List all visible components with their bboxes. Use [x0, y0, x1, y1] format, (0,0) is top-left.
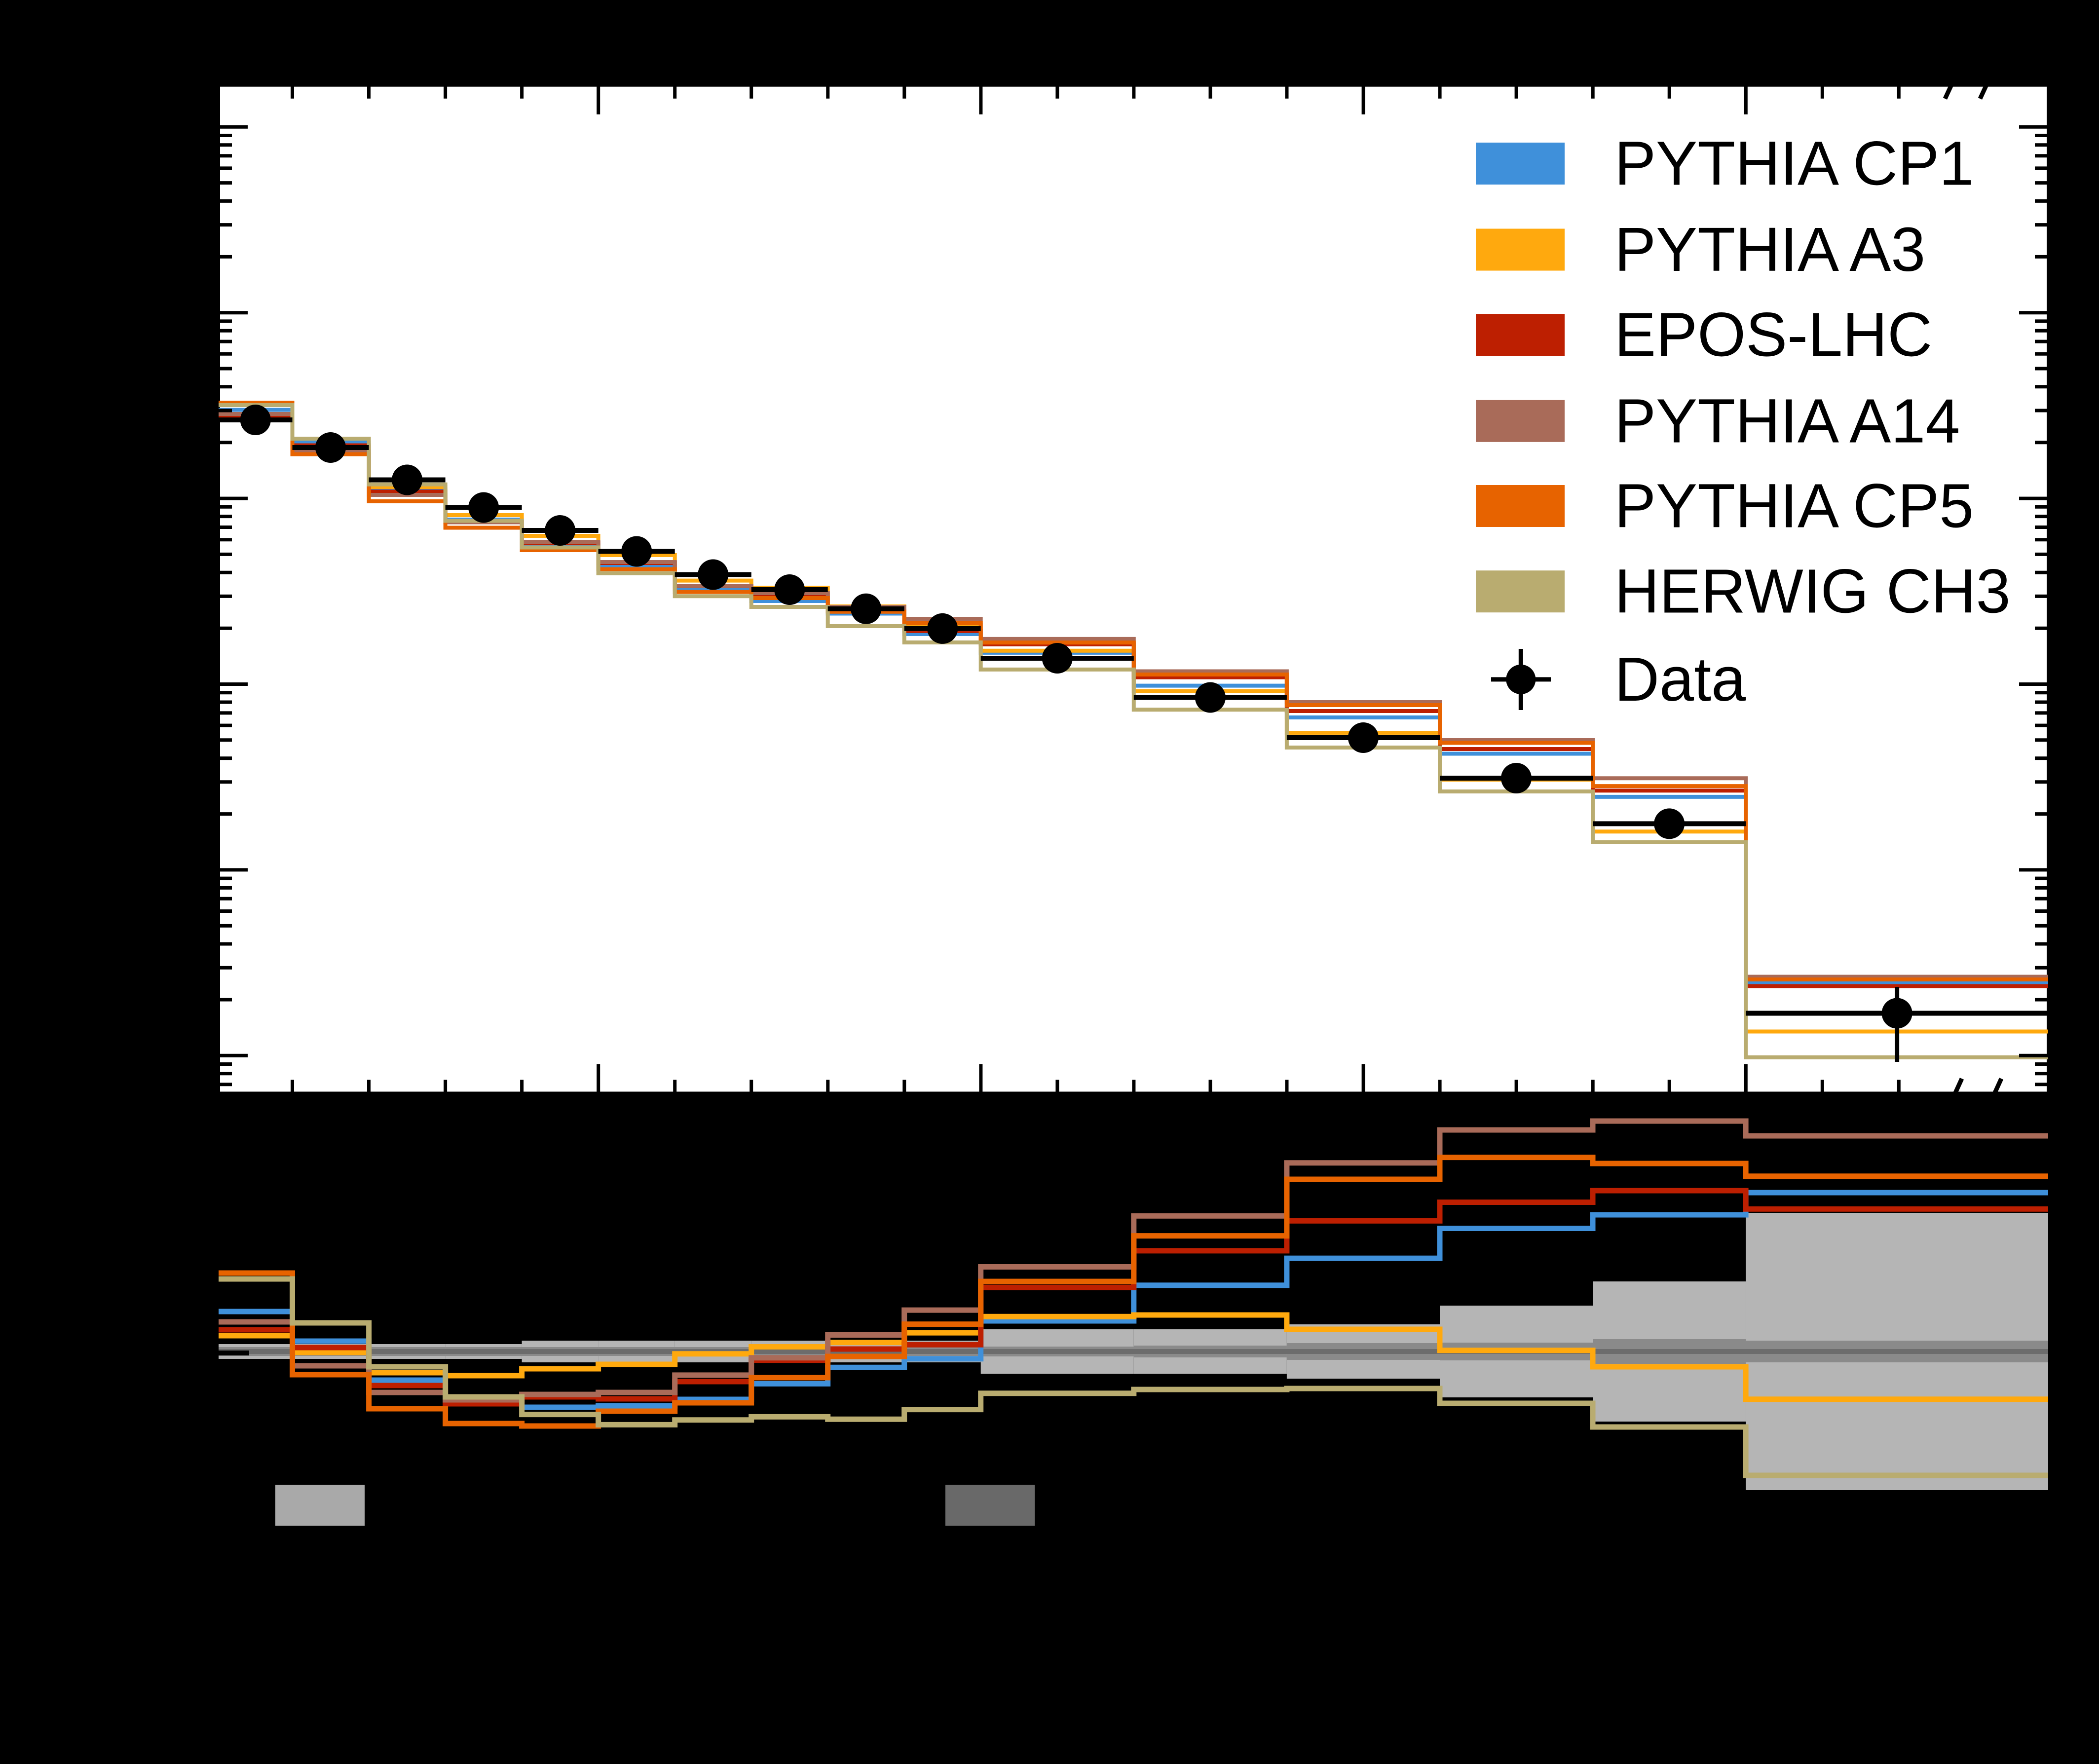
svg-text:Data: Data	[1614, 644, 1746, 714]
svg-text:HERWIG CH3: HERWIG CH3	[1614, 557, 2011, 626]
svg-text:PYTHIA CP1: PYTHIA CP1	[1614, 129, 1974, 198]
svg-text:EPOS-LHC: EPOS-LHC	[1614, 300, 1932, 370]
svg-text:PYTHIA A3: PYTHIA A3	[1614, 215, 1925, 284]
svg-text:PYTHIA CP5: PYTHIA CP5	[1614, 471, 1974, 541]
svg-text:PYTHIA A14: PYTHIA A14	[1614, 386, 1960, 455]
